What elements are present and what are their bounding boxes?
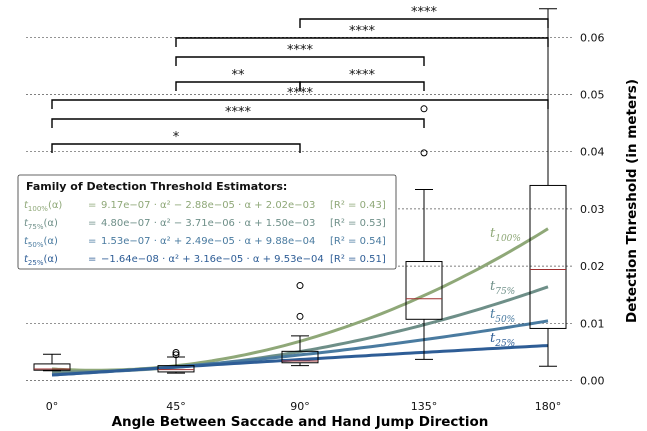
significance-bracket <box>175 56 425 66</box>
curve-label: t50% <box>490 307 515 325</box>
y-tick-label: 0.02 <box>580 260 605 273</box>
box-iqr <box>33 363 71 371</box>
y-tick-label: 0.04 <box>580 146 605 159</box>
y-tick-label: 0.05 <box>580 89 605 102</box>
significance-label: **** <box>287 43 314 58</box>
curve-label: t100% <box>490 226 521 244</box>
legend-entry-rhs: −1.64e−08 · α² + 3.16e−05 · α + 9.53e−04 <box>101 254 324 265</box>
significance-label: **** <box>411 5 438 20</box>
y-axis-label: Detection Threshold (in meters) <box>624 79 640 323</box>
y-axis-ticks: 0.00 0.01 0.02 0.03 0.04 0.05 0.06 <box>580 31 605 387</box>
curve-labels: t100% t75% t50% t25% <box>490 226 521 349</box>
significance-label: ** <box>232 68 246 83</box>
y-tick-label: 0.01 <box>580 317 605 330</box>
box-plot <box>405 105 443 360</box>
legend-entry-r2: [R² = 0.54] <box>330 236 386 247</box>
legend-entry-rhs: 4.80e−07 · α² − 3.71e−06 · α + 1.50e−03 <box>101 218 315 229</box>
significance-label: **** <box>349 24 376 39</box>
legend-entry-r2: [R² = 0.53] <box>330 218 386 229</box>
x-axis-ticks: 0° 45° 90° 135° 180° <box>46 400 562 413</box>
legend-entry-eq: = <box>88 236 96 247</box>
legend-entry-lhs: t100%(α) <box>24 200 62 213</box>
significance-bracket <box>51 99 549 109</box>
box-plot <box>529 8 567 367</box>
outlier-point <box>296 282 304 290</box>
box-iqr <box>405 261 443 320</box>
significance-label: **** <box>225 105 252 120</box>
x-tick-label: 180° <box>535 400 562 413</box>
legend-entry-lhs: t25%(α) <box>24 254 58 267</box>
outlier-point <box>296 312 304 320</box>
legend: Family of Detection Threshold Estimators… <box>17 174 397 270</box>
box-iqr <box>281 350 319 364</box>
legend-title: Family of Detection Threshold Estimators… <box>26 180 287 193</box>
box-iqr <box>529 184 567 329</box>
legend-box <box>17 174 397 270</box>
legend-entry-eq: = <box>88 200 96 211</box>
box-plots <box>33 8 567 374</box>
x-tick-label: 45° <box>166 400 186 413</box>
significance-bracket <box>175 37 549 47</box>
significance-label: **** <box>287 86 314 101</box>
legend-entry-eq: = <box>88 254 96 265</box>
y-tick-label: 0.03 <box>580 203 605 216</box>
legend-entry-rhs: 9.17e−07 · α² − 2.88e−05 · α + 2.02e−03 <box>101 200 315 211</box>
significance-bracket <box>51 118 425 128</box>
significance-label: **** <box>349 68 376 83</box>
y-tick-label: 0.00 <box>580 375 605 388</box>
legend-entry-rhs: 1.53e−07 · α² + 2.49e−05 · α + 9.88e−04 <box>101 236 315 247</box>
significance-bracket <box>175 81 301 91</box>
legend-entry-lhs: t50%(α) <box>24 236 58 249</box>
significance-bracket <box>51 143 301 153</box>
x-tick-label: 90° <box>290 400 310 413</box>
legend-entry-r2: [R² = 0.51] <box>330 254 386 265</box>
curve-label: t25% <box>490 331 515 349</box>
fit-curve <box>51 344 549 377</box>
box-plot <box>281 282 319 367</box>
box-iqr <box>157 365 195 373</box>
outlier-point <box>420 149 428 157</box>
outlier-point <box>172 348 180 356</box>
curve-label: t75% <box>490 279 515 297</box>
legend-entry-eq: = <box>88 218 96 229</box>
legend-entry-lhs: t75%(α) <box>24 218 58 231</box>
y-tick-label: 0.06 <box>580 31 605 44</box>
x-axis-label: Angle Between Saccade and Hand Jump Dire… <box>112 414 489 430</box>
significance-label: * <box>173 130 180 145</box>
significance-brackets: ************** ************* <box>51 5 549 153</box>
x-tick-label: 135° <box>411 400 438 413</box>
x-tick-label: 0° <box>46 400 59 413</box>
outlier-point <box>420 105 428 113</box>
outlier-point <box>172 351 180 359</box>
box-plot <box>33 353 71 372</box>
significance-bracket <box>299 81 425 91</box>
legend-entry-r2: [R² = 0.43] <box>330 200 386 211</box>
box-plot <box>157 348 195 374</box>
significance-bracket <box>299 18 549 28</box>
